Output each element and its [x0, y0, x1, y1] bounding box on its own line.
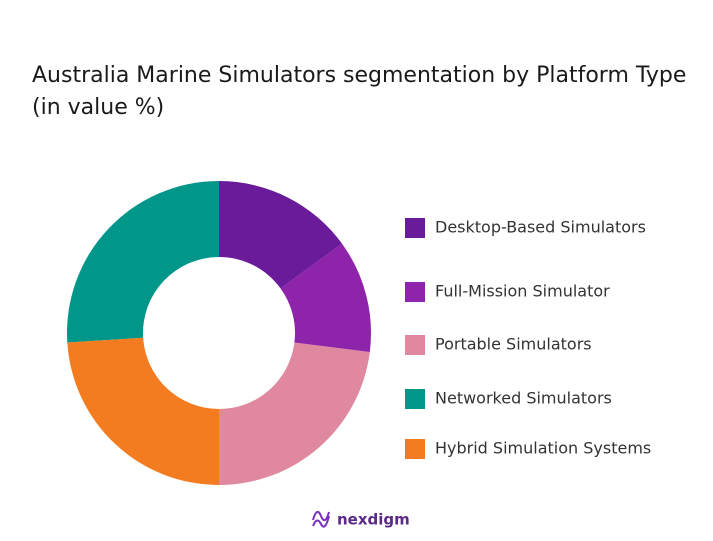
legend-swatch	[405, 335, 425, 355]
legend-swatch	[405, 439, 425, 459]
legend-label: Full-Mission Simulator	[435, 282, 610, 301]
legend-swatch	[405, 282, 425, 302]
logo-text: nexdigm	[337, 511, 410, 529]
legend-label: Portable Simulators	[435, 335, 592, 354]
legend-swatch	[405, 389, 425, 409]
legend-label: Networked Simulators	[435, 389, 612, 408]
legend-swatch	[405, 218, 425, 238]
donut-segment	[219, 342, 370, 485]
chart-title: Australia Marine Simulators segmentation…	[32, 63, 687, 120]
donut-segment	[219, 181, 342, 289]
legend-label: Hybrid Simulation Systems	[435, 439, 651, 458]
logo-icon	[312, 510, 330, 528]
donut-segment	[67, 181, 219, 343]
donut-segment	[67, 337, 220, 485]
legend: Desktop-Based Simulators Full-Mission Si…	[405, 218, 651, 459]
donut-segment	[280, 243, 371, 353]
legend-label: Desktop-Based Simulators	[435, 218, 646, 237]
